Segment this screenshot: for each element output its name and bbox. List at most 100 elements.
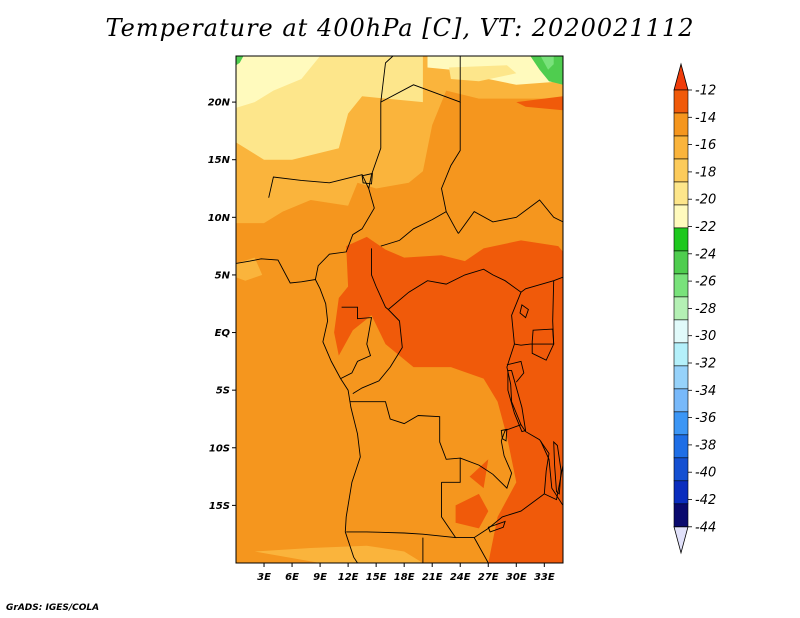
field-region-ne-patch: [449, 65, 517, 82]
colorbar-label: -16: [695, 138, 716, 153]
colorbar-label: -32: [695, 357, 716, 372]
grads-credit: GrADS: IGES/COLA: [6, 603, 100, 613]
lon-tick-label: 9E: [313, 572, 327, 583]
border-drc-east: [460, 292, 522, 489]
colorbar-label: -12: [695, 84, 716, 99]
border-chad-west: [368, 56, 394, 189]
colorbar-swatch: [673, 181, 689, 206]
country-borders: [236, 56, 563, 563]
colorbar-label: -40: [695, 466, 716, 481]
field-region-sw-patch: [254, 545, 423, 563]
lake-malawi: [553, 440, 562, 495]
field-region-green-ne-inner: [540, 56, 554, 70]
colorbar-swatch: [673, 227, 689, 252]
lon-tick-label: 12E: [338, 572, 359, 583]
field-region-far-north: [236, 56, 321, 108]
lon-tick-label: 24E: [450, 572, 471, 583]
lon-tick-label: 33E: [534, 572, 555, 583]
lake-tanganyika: [507, 370, 527, 433]
border-sudan-south: [458, 199, 563, 234]
colorbar-swatch: [673, 457, 689, 482]
colorbar-swatch: [673, 250, 689, 275]
colorbar-swatch: [673, 434, 689, 459]
colorbar-swatch: [673, 135, 689, 160]
colorbar-label: -36: [695, 411, 716, 426]
lon-tick-label: 21E: [422, 572, 443, 583]
border-gabon-congo: [340, 306, 373, 380]
lon-tick-label: 30E: [506, 572, 527, 583]
lake-albert: [519, 304, 529, 319]
border-drc-angola: [350, 401, 461, 483]
border-angola-zambia: [346, 482, 457, 539]
colorbar-swatch: [673, 273, 689, 298]
colorbar-swatch: [673, 480, 689, 505]
field-region-warm-east-bay: [469, 459, 489, 489]
lake-chad: [361, 172, 373, 185]
lake-mweru: [500, 428, 508, 442]
colorbar-swatch: [673, 411, 689, 436]
lat-tick-label: EQ: [215, 328, 231, 339]
colorbar-label: -14: [695, 111, 716, 126]
colorbar: -12 -14 -16 -18 -20 -22 -24 -26 -28 -30 -32 -34 -36 -…: [673, 62, 716, 555]
colorbar-label: -24: [695, 247, 716, 262]
colorbar-label: -44: [695, 520, 716, 535]
border-rwanda-burundi: [506, 360, 525, 383]
colorbar-swatch: [673, 158, 689, 183]
colorbar-label: -42: [695, 493, 716, 508]
field-region-west-patch: [236, 257, 263, 281]
lat-tick-label: 5S: [216, 386, 230, 397]
lake-victoria: [531, 328, 555, 361]
colorbar-swatch: [673, 89, 689, 114]
border-car-drc: [388, 268, 563, 310]
field-region-green-nw: [236, 56, 244, 66]
border-chad-sudan: [441, 102, 461, 234]
colorbar-swatch: [673, 296, 689, 321]
border-niger-nigeria: [268, 174, 375, 280]
coastline-west-africa: [236, 258, 361, 563]
field-region-warm-ne-stripe: [516, 96, 563, 111]
colorbar-swatch: [673, 319, 689, 344]
border-zimbabwe: [473, 537, 489, 563]
colorbar-swatch: [673, 112, 689, 137]
colorbar-swatch: [673, 365, 689, 390]
colorbar-label: -22: [695, 220, 716, 235]
lat-tick-label: 20N: [208, 98, 231, 109]
temperature-field: [236, 56, 563, 563]
chart-title: Temperature at 400hPa [C], VT: 202002111…: [105, 14, 695, 42]
border-libya-sudan: [380, 56, 461, 103]
border-chad-car: [380, 211, 447, 247]
colorbar-label: -30: [695, 329, 716, 344]
lat-tick-label: 10N: [208, 213, 231, 224]
colorbar-label: -20: [695, 193, 716, 208]
border-cameroon-car: [371, 248, 389, 310]
lat-tick-label: 5N: [215, 270, 231, 281]
colorbar-label: -26: [695, 275, 716, 290]
colorbar-label: -28: [695, 302, 716, 317]
lon-tick-label: 6E: [285, 572, 299, 583]
lon-tick-label: 18E: [394, 572, 415, 583]
colorbar-label: -38: [695, 438, 716, 453]
colorbar-swatch: [673, 388, 689, 413]
field-region-warm-south: [455, 493, 489, 529]
border-congo-drc: [352, 309, 403, 394]
lon-tick-label: 15E: [366, 572, 387, 583]
lon-tick-label: 27E: [478, 572, 499, 583]
map-axes: 3E 6E 9E 12E 15E 18E 21E 24E 27E 30E 33E 20N 15N 10N 5…: [208, 98, 555, 583]
lon-tick-label: 3E: [257, 572, 271, 583]
lat-tick-label: 10S: [209, 443, 230, 454]
field-region-warm-central: [334, 236, 563, 563]
map-frame: [235, 55, 564, 564]
lat-tick-label: 15S: [209, 501, 230, 512]
colorbar-label: -18: [695, 165, 716, 180]
colorbar-swatch: [673, 503, 689, 528]
border-namibia-botswana: [422, 537, 424, 563]
colorbar-swatch: [673, 204, 689, 229]
colorbar-top-arrow: [673, 62, 689, 91]
field-region-green-ne: [530, 56, 563, 85]
lat-tick-label: 15N: [208, 155, 231, 166]
colorbar-label: -34: [695, 384, 716, 399]
colorbar-bottom-arrow: [673, 526, 689, 555]
lake-kariba: [487, 520, 506, 533]
border-mozambique-malawi: [540, 440, 563, 506]
